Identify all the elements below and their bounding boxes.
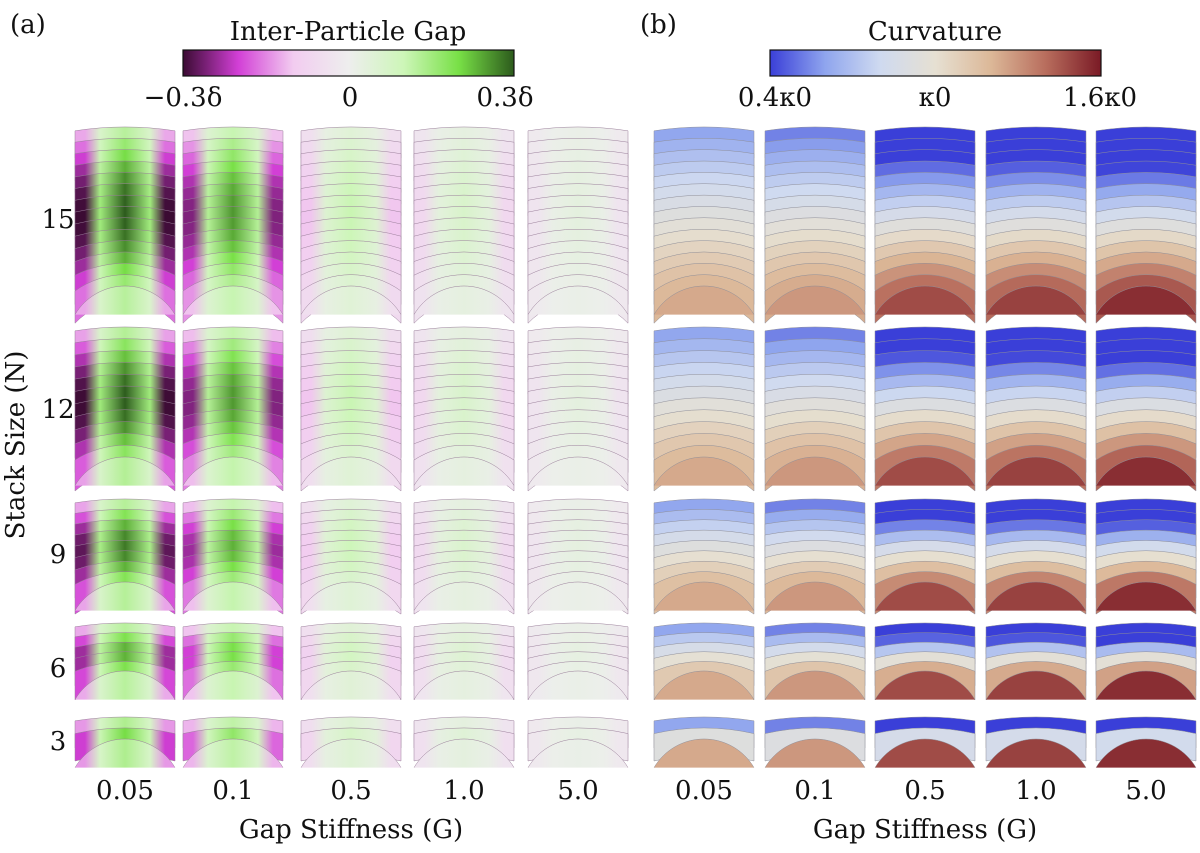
curvature-cell bbox=[874, 738, 976, 768]
panel-b-colorbar-title: Curvature bbox=[868, 17, 1002, 47]
gap-cell bbox=[527, 738, 629, 768]
curvature-cell bbox=[653, 456, 755, 486]
curvature-cell bbox=[874, 581, 976, 611]
panel-a-label: (a) bbox=[10, 10, 46, 40]
gap-cell bbox=[74, 456, 176, 486]
y-tick: 12 bbox=[41, 395, 74, 425]
panel-b-x-tick: 0.1 bbox=[794, 776, 835, 806]
gap-cell bbox=[182, 581, 284, 611]
curvature-cell bbox=[874, 670, 976, 700]
panel-b-x-tick: 1.0 bbox=[1015, 776, 1056, 806]
panel-b-x-tick: 0.05 bbox=[675, 776, 733, 806]
y-axis-label: Stack Size (N) bbox=[1, 351, 31, 540]
panel-a-colorbar-tick-min: −0.3δ bbox=[144, 83, 223, 113]
panel-a-colorbar-tick-mid: 0 bbox=[342, 83, 359, 113]
panel-a-x-tick: 5.0 bbox=[557, 776, 598, 806]
curvature-cell bbox=[764, 285, 866, 315]
curvature-cell bbox=[653, 581, 755, 611]
curvature-cell bbox=[764, 670, 866, 700]
curvature-cell bbox=[653, 738, 755, 768]
gap-cell bbox=[182, 738, 284, 768]
gap-cell bbox=[527, 285, 629, 315]
panel-b-x-ticks: 0.05 0.1 0.5 1.0 5.0 bbox=[675, 776, 1167, 806]
panel-a: (a) Inter-Particle Gap −0.3δ 0 0.3δ 0.05… bbox=[1, 10, 629, 845]
gap-cell bbox=[182, 456, 284, 486]
curvature-cell bbox=[985, 456, 1087, 486]
y-ticks: 15 12 9 6 3 bbox=[41, 205, 74, 757]
curvature-cell bbox=[764, 738, 866, 768]
panel-a-colorbar-title: Inter-Particle Gap bbox=[230, 17, 467, 47]
gap-cell bbox=[300, 285, 402, 315]
curvature-cell bbox=[653, 285, 755, 315]
gap-cell bbox=[300, 456, 402, 486]
panel-a-x-tick: 0.05 bbox=[96, 776, 154, 806]
gap-cell bbox=[300, 670, 402, 700]
curvature-cell bbox=[985, 581, 1087, 611]
y-tick: 9 bbox=[50, 540, 67, 570]
curvature-cell bbox=[985, 670, 1087, 700]
panel-b-x-tick: 0.5 bbox=[904, 776, 945, 806]
curvature-cell bbox=[764, 456, 866, 486]
curvature-cell bbox=[874, 456, 976, 486]
panel-b-colorbar bbox=[769, 49, 1102, 77]
y-tick: 6 bbox=[50, 654, 67, 684]
gap-cell bbox=[182, 670, 284, 700]
y-tick: 3 bbox=[50, 727, 67, 757]
panel-a-x-tick: 0.5 bbox=[330, 776, 371, 806]
curvature-cell bbox=[653, 670, 755, 700]
panel-a-colorbar bbox=[182, 49, 515, 77]
curvature-cell bbox=[1095, 285, 1197, 315]
gap-cell bbox=[182, 285, 284, 315]
panel-b-x-tick: 5.0 bbox=[1125, 776, 1166, 806]
panel-b-label: (b) bbox=[640, 10, 677, 40]
curvature-cell bbox=[1095, 581, 1197, 611]
curvature-cell bbox=[1095, 456, 1197, 486]
gap-cell bbox=[300, 738, 402, 768]
gap-cell bbox=[413, 581, 515, 611]
panel-a-grid bbox=[74, 126, 629, 768]
panel-b-grid bbox=[653, 126, 1197, 768]
curvature-cell bbox=[985, 285, 1087, 315]
panel-a-x-ticks: 0.05 0.1 0.5 1.0 5.0 bbox=[96, 776, 599, 806]
panel-b-colorbar-tick-min: 0.4κ0 bbox=[738, 83, 812, 113]
curvature-cell bbox=[874, 285, 976, 315]
panel-b-colorbar-tick-mid: κ0 bbox=[919, 83, 952, 113]
panel-b-x-axis-label: Gap Stiffness (G) bbox=[813, 815, 1037, 845]
panel-a-x-tick: 0.1 bbox=[212, 776, 253, 806]
gap-cell bbox=[300, 581, 402, 611]
curvature-cell bbox=[1095, 670, 1197, 700]
gap-cell bbox=[74, 738, 176, 768]
curvature-cell bbox=[764, 581, 866, 611]
gap-cell bbox=[527, 581, 629, 611]
gap-cell bbox=[74, 670, 176, 700]
panel-a-colorbar-tick-max: 0.3δ bbox=[476, 83, 533, 113]
gap-cell bbox=[413, 456, 515, 486]
panel-a-x-tick: 1.0 bbox=[443, 776, 484, 806]
gap-cell bbox=[527, 670, 629, 700]
gap-cell bbox=[413, 285, 515, 315]
panel-a-x-axis-label: Gap Stiffness (G) bbox=[239, 815, 463, 845]
gap-cell bbox=[74, 581, 176, 611]
y-tick: 15 bbox=[41, 205, 74, 235]
panel-b-colorbar-tick-max: 1.6κ0 bbox=[1063, 83, 1137, 113]
gap-cell bbox=[413, 738, 515, 768]
curvature-cell bbox=[1095, 738, 1197, 768]
gap-cell bbox=[74, 285, 176, 315]
panel-b: (b) Curvature 0.4κ0 κ0 1.6κ0 0.05 0.1 0.… bbox=[640, 10, 1197, 845]
gap-cell bbox=[527, 456, 629, 486]
gap-cell bbox=[413, 670, 515, 700]
curvature-cell bbox=[985, 738, 1087, 768]
